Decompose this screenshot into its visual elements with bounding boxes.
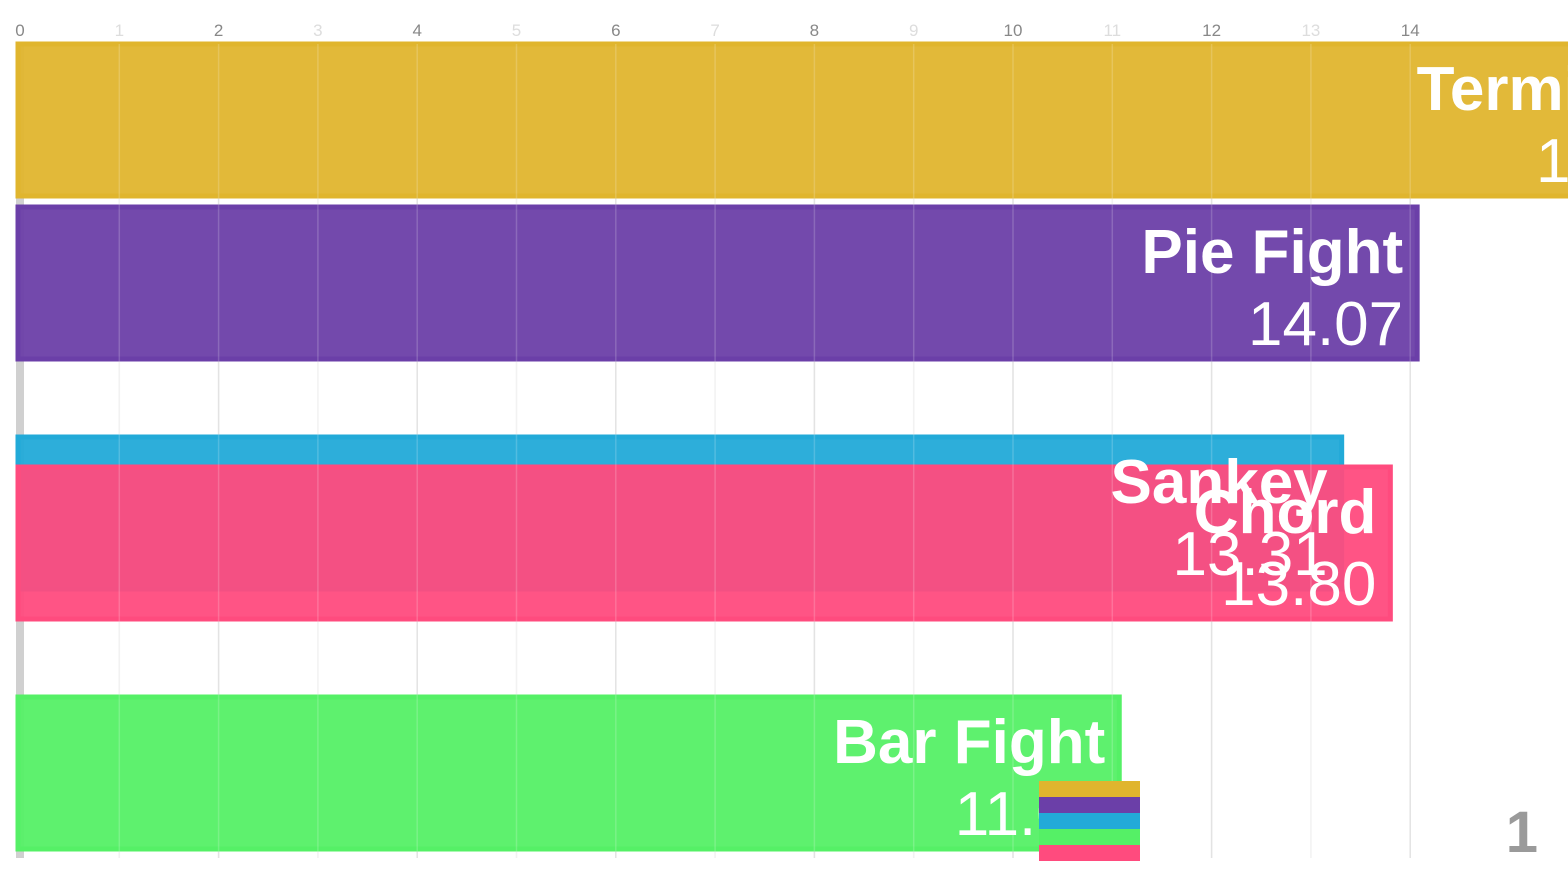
legend — [1039, 781, 1140, 861]
x-tick-label: 13 — [1301, 21, 1320, 40]
bar-label-value: 14.07 — [1248, 290, 1403, 359]
bar-label-name: Pie Fight — [1141, 218, 1403, 287]
legend-swatch — [1039, 797, 1140, 813]
bar-pie-fight — [15, 204, 1420, 362]
x-tick-label: 2 — [214, 21, 223, 40]
x-tick-label: 0 — [15, 21, 24, 40]
legend-swatch — [1039, 781, 1140, 797]
x-tick-label: 14 — [1401, 21, 1420, 40]
x-tick-label: 10 — [1004, 21, 1023, 40]
bar-label-name: Terminus — [1417, 55, 1568, 124]
x-tick-label: 11 — [1103, 21, 1121, 40]
bar-label-name: Bar Fight — [833, 708, 1105, 777]
bars — [15, 41, 1568, 858]
bar-label-value: 13.31 — [1173, 520, 1328, 589]
x-tick-label: 8 — [810, 21, 819, 40]
legend-swatch — [1039, 813, 1140, 829]
legend-swatch — [1039, 829, 1140, 845]
bar-terminus — [15, 41, 1568, 199]
x-tick-label: 7 — [710, 21, 719, 40]
bar-chord — [15, 464, 1393, 622]
bar-bar-fight — [15, 694, 1122, 852]
frame-counter: 1 — [1506, 800, 1538, 865]
x-tick-label: 5 — [512, 21, 521, 40]
legend-swatch — [1039, 845, 1140, 861]
x-tick-label: 1 — [115, 21, 124, 40]
x-tick-label: 9 — [909, 21, 918, 40]
x-tick-label: 6 — [611, 21, 620, 40]
bar-label-value: 16.97 — [1536, 127, 1568, 196]
x-tick-label: 4 — [412, 21, 421, 40]
x-tick-label: 3 — [313, 21, 322, 40]
bar-label-name: Sankey — [1111, 448, 1329, 517]
x-tick-label: 12 — [1202, 21, 1221, 40]
bar-label-value: 13.80 — [1221, 550, 1376, 619]
bar-label-name: Chord — [1194, 478, 1377, 547]
